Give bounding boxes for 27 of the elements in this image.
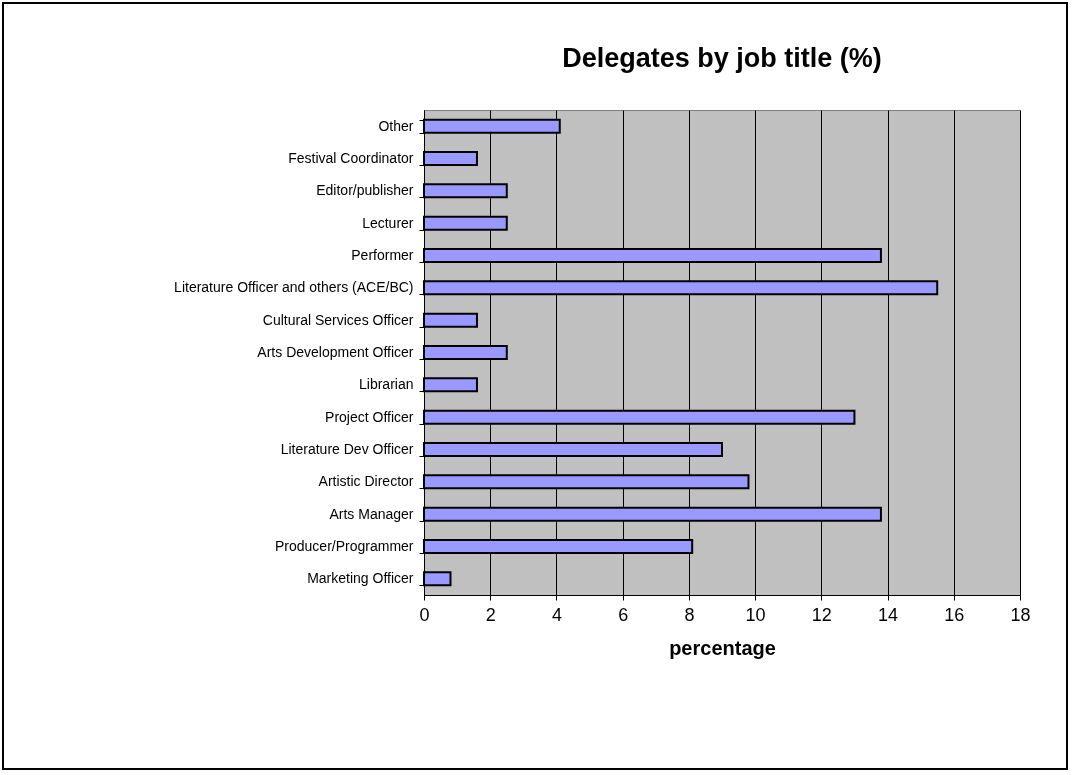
x-tick-label: 2: [485, 604, 496, 625]
x-tick-label: 4: [551, 604, 562, 625]
x-tick-label: 14: [878, 604, 899, 625]
y-tick-label: Librarian: [359, 376, 414, 393]
y-tick-label: Performer: [351, 247, 414, 263]
y-tick-label: Arts Development Officer: [257, 344, 414, 360]
x-tick-label: 18: [1010, 604, 1031, 625]
x-axis-title: percentage: [669, 636, 776, 659]
y-tick-label: Other: [378, 117, 414, 134]
y-tick-label: Literature Dev Officer: [280, 441, 414, 457]
y-tick-label: Artistic Director: [318, 473, 414, 490]
x-tick-label: 16: [944, 604, 965, 625]
chart-title: Delegates by job title (%): [562, 43, 882, 73]
x-tick-label: 10: [745, 604, 766, 625]
x-tick-label: 0: [419, 604, 430, 625]
y-tick-label: Producer/Programmer: [275, 538, 414, 554]
y-tick-label: Editor/publisher: [316, 182, 414, 199]
y-tick-label: Project Officer: [325, 408, 414, 425]
x-tick-label: 12: [811, 604, 832, 625]
y-tick-label: Marketing Officer: [307, 570, 414, 587]
y-tick-label: Cultural Services Officer: [262, 311, 414, 328]
x-tick-label: 6: [618, 604, 629, 625]
y-tick-label: Festival Coordinator: [288, 150, 414, 166]
y-tick-label: Arts Manager: [329, 505, 414, 522]
y-tick-label: Literature Officer and others (ACE/BC): [174, 279, 414, 296]
y-tick-label: Lecturer: [362, 214, 414, 231]
x-tick-label: 8: [684, 604, 695, 625]
